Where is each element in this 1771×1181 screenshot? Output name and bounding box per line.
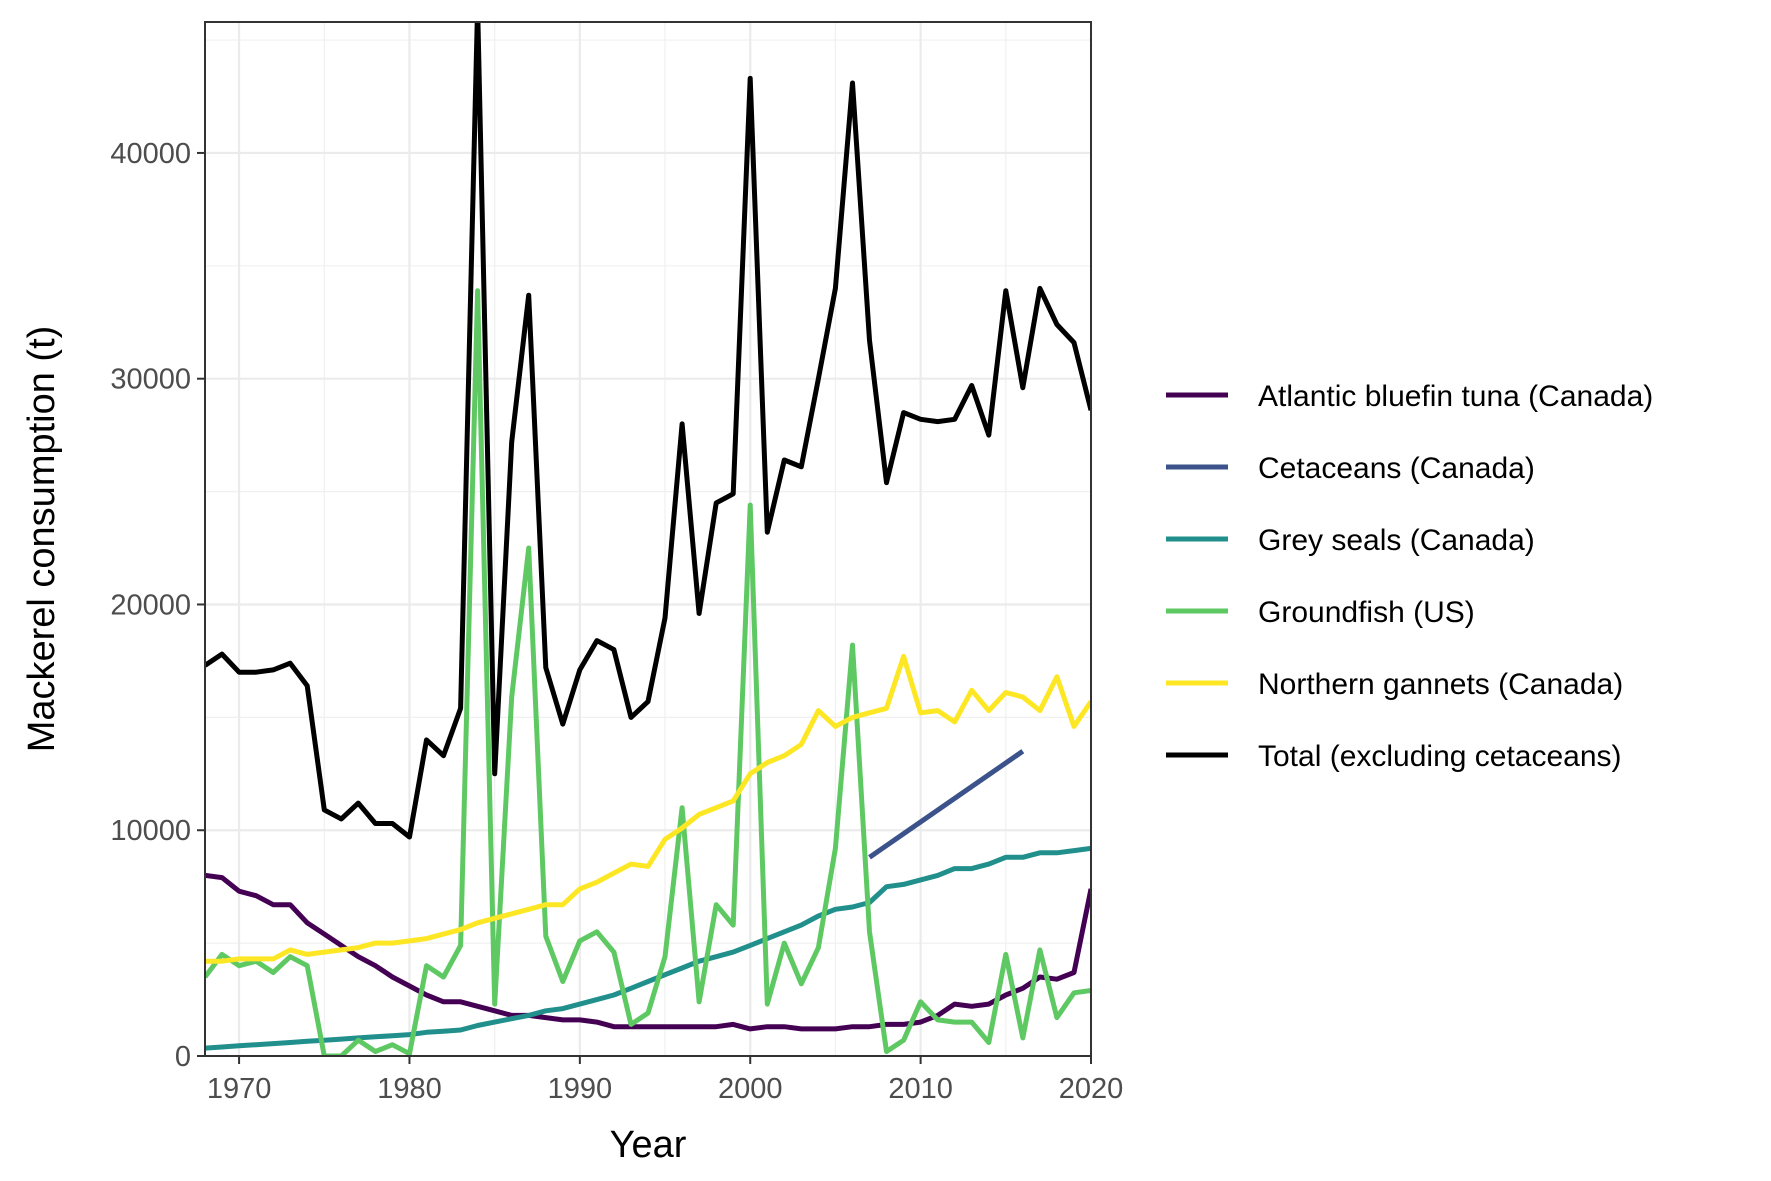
- y-tick-label: 0: [175, 1041, 191, 1073]
- y-tick-label: 10000: [110, 815, 191, 847]
- series-line-3: [205, 288, 1091, 1056]
- legend-label-3: Groundfish (US): [1258, 596, 1475, 629]
- series-line-2: [205, 845, 1091, 1051]
- legend-label-0: Atlantic bluefin tuna (Canada): [1258, 380, 1653, 413]
- legend-label-4: Northern gannets (Canada): [1258, 668, 1623, 701]
- x-tick-label: 1980: [377, 1073, 442, 1105]
- plot-background: [205, 22, 1091, 1056]
- tick-labels: 1970 1980 1990 2000 2010 2020 0 10000 20000 30000…: [110, 138, 1123, 1105]
- axis-ticks: [197, 151, 1092, 1064]
- legend-label-5: Total (excluding cetaceans): [1258, 740, 1622, 773]
- series-line-4: [205, 653, 1091, 964]
- plot-border: [204, 21, 1092, 1057]
- x-axis-title: Year: [610, 1124, 687, 1166]
- series-lines: [205, 22, 1091, 1056]
- y-tick-label: 40000: [110, 138, 191, 170]
- x-tick-label: 2000: [718, 1073, 783, 1105]
- series-line-5: [205, 22, 1091, 840]
- legend-label-1: Cetaceans (Canada): [1258, 452, 1535, 485]
- legend: Atlantic bluefin tuna (Canada) Cetaceans …: [1166, 380, 1653, 773]
- x-tick-label: 1990: [548, 1073, 613, 1105]
- series-line-0: [205, 872, 1091, 1032]
- x-tick-label: 1970: [207, 1073, 272, 1105]
- series-line-1: [868, 749, 1025, 860]
- x-tick-label: 2010: [888, 1073, 953, 1105]
- x-tick-label: 2020: [1059, 1073, 1124, 1105]
- y-tick-label: 20000: [110, 589, 191, 621]
- legend-label-2: Grey seals (Canada): [1258, 524, 1535, 557]
- y-tick-label: 30000: [110, 364, 191, 396]
- y-axis-title: Mackerel consumption (t): [21, 326, 63, 753]
